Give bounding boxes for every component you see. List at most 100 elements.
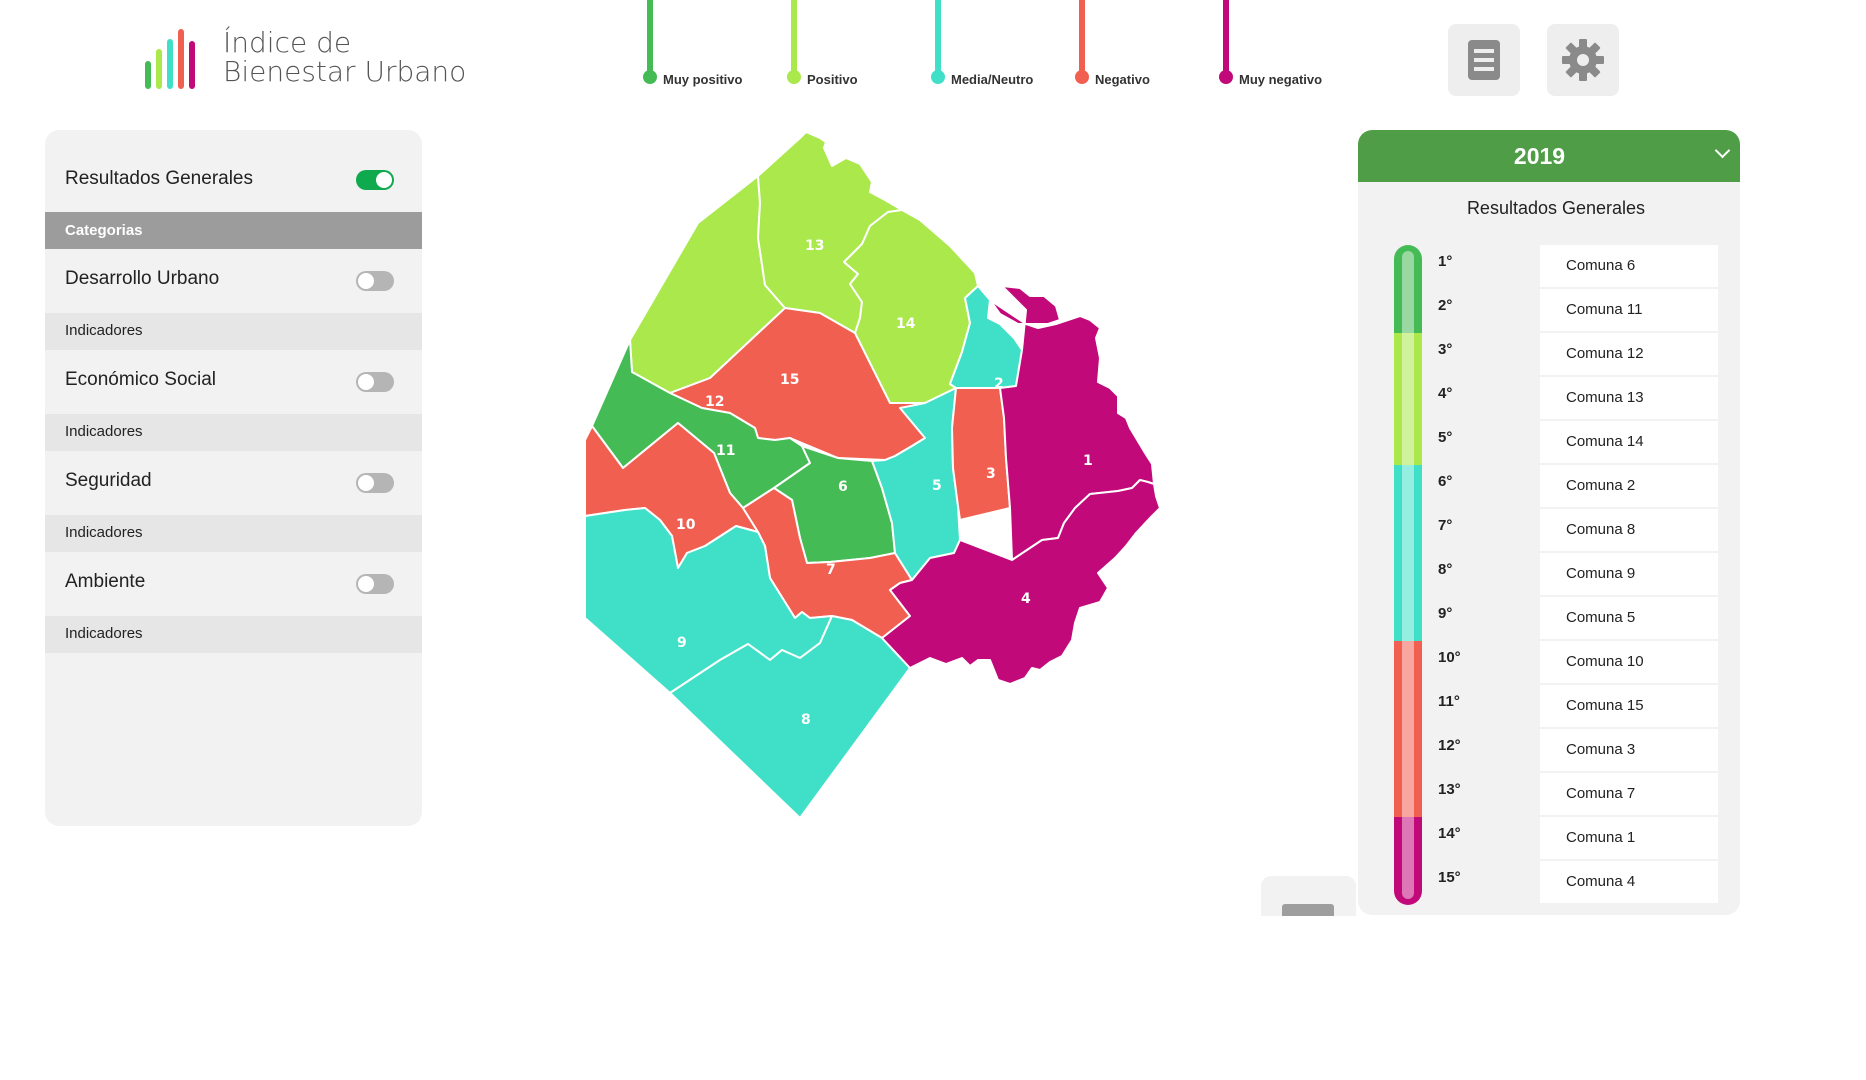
rank-color-segment (1394, 861, 1422, 905)
rank-name-cell (1540, 509, 1718, 551)
ranking-row: 7° Comuna 8 (1358, 509, 1740, 553)
rank-color-segment (1394, 685, 1422, 729)
settings-button[interactable] (1547, 24, 1619, 96)
rank-position: 13° (1438, 781, 1461, 798)
rank-comuna-name: Comuna 10 (1566, 653, 1644, 670)
rank-color-segment (1394, 641, 1422, 685)
rank-name-cell (1540, 817, 1718, 859)
rank-position: 14° (1438, 825, 1461, 842)
rank-position: 9° (1438, 605, 1453, 622)
comuna-label-11: 11 (716, 443, 735, 459)
rank-color-segment (1394, 773, 1422, 817)
rank-comuna-name: Comuna 7 (1566, 785, 1636, 802)
rank-comuna-name: Comuna 5 (1566, 609, 1636, 626)
rank-position: 4° (1438, 385, 1453, 402)
ranking-row: 11° Comuna 15 (1358, 685, 1740, 729)
rank-name-cell (1540, 597, 1718, 639)
rank-position: 2° (1438, 297, 1453, 314)
categories-header-label: Categorias (65, 222, 143, 239)
gear-icon (1562, 39, 1604, 81)
seguridad-toggle[interactable] (356, 473, 394, 493)
indicadores-label: Indicadores (65, 322, 143, 339)
category-label-desarrollo-urbano: Desarrollo Urbano (65, 268, 220, 289)
indicadores-label: Indicadores (65, 625, 143, 642)
indicadores-economico-social[interactable]: Indicadores (45, 414, 422, 451)
comuna-label-13: 13 (805, 238, 824, 254)
ranking-row: 4° Comuna 13 (1358, 377, 1740, 421)
rank-color-segment (1394, 465, 1422, 509)
comuna-label-1: 1 (1083, 453, 1093, 469)
rank-name-cell (1540, 377, 1718, 419)
comuna-3[interactable] (951, 387, 1011, 521)
rank-color-segment (1394, 289, 1422, 333)
indicadores-desarrollo-urbano[interactable]: Indicadores (45, 313, 422, 350)
comuna-label-3: 3 (986, 466, 996, 482)
rank-name-cell (1540, 685, 1718, 727)
rank-comuna-name: Comuna 15 (1566, 697, 1644, 714)
ranking-row: 10° Comuna 10 (1358, 641, 1740, 685)
year-value: 2019 (1513, 143, 1566, 169)
ranking-row: 9° Comuna 5 (1358, 597, 1740, 641)
ranking-panel: 2019 Resultados Generales 1° Comuna 6 2° C… (1358, 130, 1740, 915)
category-label-seguridad: Seguridad (65, 470, 152, 491)
rank-name-cell (1540, 245, 1718, 287)
ranking-row: 14° Comuna 1 (1358, 817, 1740, 861)
comuna-4[interactable] (881, 479, 1161, 685)
legend-label: Media/Neutro (951, 72, 1034, 87)
comuna-label-14: 14 (896, 316, 916, 332)
year-selector[interactable]: 2019 (1358, 130, 1740, 182)
app-title: Índice de Bienestar Urbano (223, 28, 466, 86)
app-logo: Índice de Bienestar Urbano (145, 22, 466, 92)
collapse-tab[interactable] (1261, 876, 1356, 916)
general-results-toggle[interactable] (356, 170, 394, 190)
rank-color-segment (1394, 817, 1422, 861)
app-title-line1: Índice de (223, 26, 352, 59)
ranking-row: 3° Comuna 12 (1358, 333, 1740, 377)
comuna-label-8: 8 (801, 712, 811, 728)
rank-color-segment (1394, 509, 1422, 553)
rank-comuna-name: Comuna 9 (1566, 565, 1636, 582)
categories-header: Categorias (45, 212, 422, 249)
category-label-ambiente: Ambiente (65, 571, 146, 592)
rank-comuna-name: Comuna 14 (1566, 433, 1644, 450)
indicadores-ambiente[interactable]: Indicadores (45, 616, 422, 653)
rank-comuna-name: Comuna 12 (1566, 345, 1644, 362)
indicadores-seguridad[interactable]: Indicadores (45, 515, 422, 552)
ranking-row: 8° Comuna 9 (1358, 553, 1740, 597)
rank-name-cell (1540, 729, 1718, 771)
comuna-label-10: 10 (676, 517, 696, 533)
ranking-row: 12° Comuna 3 (1358, 729, 1740, 773)
ranking-row: 5° Comuna 14 (1358, 421, 1740, 465)
category-label-economico-social: Económico Social (65, 369, 217, 390)
rank-name-cell (1540, 553, 1718, 595)
rank-color-segment (1394, 333, 1422, 377)
rank-comuna-name: Comuna 6 (1566, 257, 1636, 274)
ranking-row: 15° Comuna 4 (1358, 861, 1740, 905)
rank-name-cell (1540, 861, 1718, 903)
comuna-label-6: 6 (838, 479, 848, 495)
ranking-row: 13° Comuna 7 (1358, 773, 1740, 817)
comunas-map: 12 13 14 15 11 10 6 7 9 8 5 3 2 1 4 (584, 131, 1161, 819)
rank-position: 5° (1438, 429, 1453, 446)
rank-color-segment (1394, 377, 1422, 421)
rank-color-segment (1394, 245, 1422, 289)
ranking-row: 1° Comuna 6 (1358, 245, 1740, 289)
ranking-title: Resultados Generales (1466, 198, 1646, 218)
app-title-line2: Bienestar Urbano (223, 55, 467, 88)
rank-position: 11° (1438, 693, 1460, 710)
rank-position: 10° (1438, 649, 1461, 666)
ambiente-toggle[interactable] (356, 574, 394, 594)
desarrollo-urbano-toggle[interactable] (356, 271, 394, 291)
comuna-label-4: 4 (1021, 591, 1031, 607)
ranking-row: 2° Comuna 11 (1358, 289, 1740, 333)
rank-position: 3° (1438, 341, 1453, 358)
rank-position: 8° (1438, 561, 1453, 578)
rank-comuna-name: Comuna 4 (1566, 873, 1636, 890)
indicadores-label: Indicadores (65, 423, 143, 440)
document-list-button[interactable] (1448, 24, 1520, 96)
economico-social-toggle[interactable] (356, 372, 394, 392)
rank-comuna-name: Comuna 1 (1566, 829, 1636, 846)
rank-color-segment (1394, 421, 1422, 465)
rank-color-segment (1394, 553, 1422, 597)
legend-label: Positivo (807, 72, 858, 87)
